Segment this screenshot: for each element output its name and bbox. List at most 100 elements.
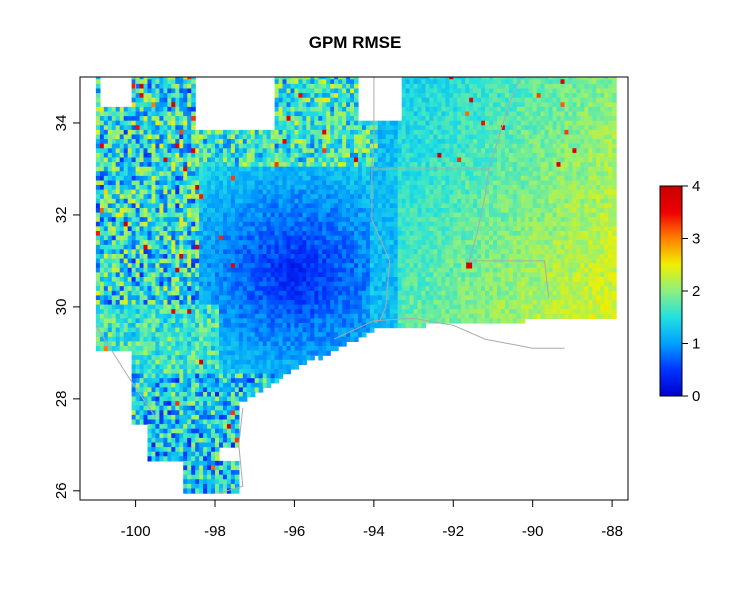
map-cell [584,231,589,237]
map-cell [604,203,609,209]
map-cell [151,171,157,177]
map-cell [246,203,252,209]
map-cell [405,93,411,99]
map-cell [528,221,534,227]
map-cell [294,139,299,145]
map-cell [278,231,284,237]
map-cell [151,249,157,255]
map-cell [596,111,601,117]
map-cell [346,88,351,94]
map-cell [127,194,133,200]
map-cell [298,171,303,177]
map-cell [473,212,478,218]
map-cell [373,120,379,126]
map-cell [477,226,482,232]
map-cell [417,240,423,246]
map-cell [604,83,609,90]
map-cell [413,185,419,191]
map-cell [346,171,351,177]
map-cell [163,185,168,191]
map-cell [385,139,391,145]
map-cell [552,235,558,241]
map-cell [266,235,272,241]
map-cell [199,171,204,177]
map-cell [119,134,125,140]
map-cell [211,221,216,227]
map-cell [425,139,431,145]
map-cell [155,240,160,246]
map-cell [135,116,141,122]
map-cell [322,212,327,218]
map-cell [131,139,137,145]
map-cell [95,79,101,85]
map-cell [612,254,617,260]
map-cell [290,83,296,90]
map-cell [358,185,363,191]
map-cell [211,129,216,136]
map-cell [485,240,490,246]
map-cell [123,148,129,154]
map-cell [230,152,236,159]
map-cell [485,139,490,145]
map-cell [179,79,184,85]
map-cell [401,143,407,149]
map-cell [242,129,248,136]
map-cell [413,175,419,182]
map-cell [314,212,319,218]
map-cell [147,162,153,168]
map-cell [314,157,319,163]
map-cell [242,134,248,140]
map-cell [242,235,248,241]
map-cell [576,166,581,172]
map-cell [159,258,164,264]
map-cell [612,249,617,255]
map-cell [540,221,546,227]
map-cell [397,185,403,191]
map-cell [401,77,407,80]
map-cell [540,148,546,154]
map-cell [556,175,562,182]
map-cell [310,189,315,195]
map-cell [322,166,327,172]
map-cell [147,231,153,237]
map-cell [358,240,363,246]
map-cell [572,77,577,80]
map-cell [246,129,252,136]
map-cell [298,77,303,80]
map-cell [179,162,184,168]
map-cell [512,157,518,163]
map-cell [449,102,454,108]
map-cell [552,134,558,140]
map-cell [171,240,176,246]
map-cell [274,88,280,94]
map-cell [135,83,141,90]
map-cell [449,175,454,182]
map-cell [393,198,399,204]
map-cell [147,157,153,163]
map-cell [282,129,288,136]
map-cell [163,125,168,131]
map-cell [219,263,224,269]
map-cell [520,198,526,204]
map-cell [322,83,327,90]
map-cell [437,226,442,232]
map-cell [143,129,149,136]
map-cell [556,93,562,99]
map-cell [393,240,399,246]
map-cell [330,217,335,223]
map-cell [524,254,530,260]
map-cell [302,226,307,232]
map-cell [254,166,260,172]
map-cell [203,134,208,140]
map-cell [171,102,176,108]
map-cell [318,162,323,168]
map-cell [453,217,458,223]
map-cell [163,106,168,113]
map-cell [524,102,530,108]
map-cell [437,93,442,99]
map-cell [469,221,474,227]
map-cell [338,166,343,172]
map-cell [532,240,538,246]
map-cell [500,83,506,90]
map-cell [294,198,299,204]
